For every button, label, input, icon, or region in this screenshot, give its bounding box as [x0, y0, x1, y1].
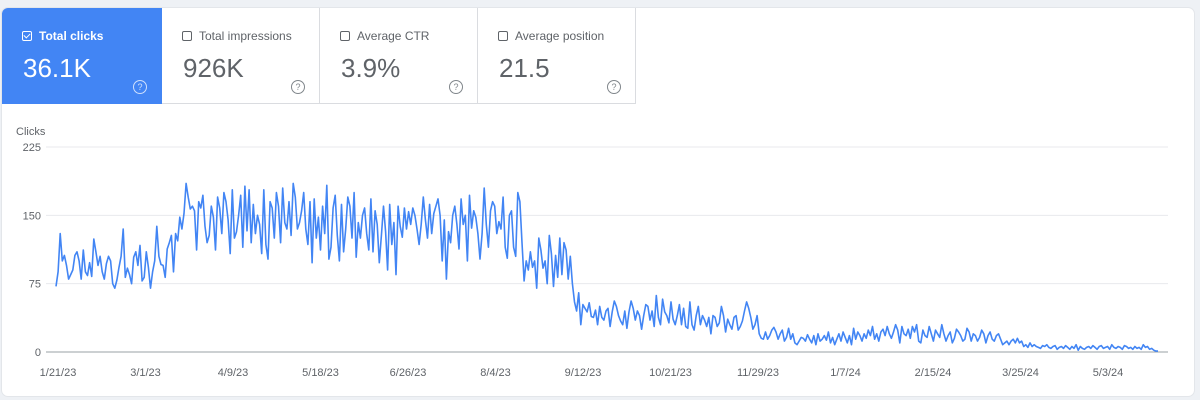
- checkbox-icon[interactable]: [498, 31, 508, 41]
- metric-value: 926K: [183, 53, 244, 83]
- metric-value: 21.5: [499, 53, 550, 83]
- metric-label: Average position: [515, 29, 605, 43]
- metric-average-position[interactable]: Average position 21.5 ?: [478, 8, 636, 104]
- y-tick-label: 225: [23, 142, 41, 154]
- metric-label: Total clicks: [39, 29, 104, 43]
- metric-total-clicks[interactable]: Total clicks 36.1K ?: [2, 8, 162, 104]
- metric-header: Average CTR: [340, 29, 429, 43]
- x-tick-label: 2/15/24: [915, 367, 952, 379]
- checkbox-icon[interactable]: [340, 31, 350, 41]
- y-tick-label: 0: [35, 347, 41, 359]
- performance-card: Total clicks 36.1K ? Total impressions 9…: [2, 8, 1194, 396]
- x-tick-label: 3/1/23: [130, 367, 161, 379]
- x-tick-label: 11/29/23: [737, 367, 779, 379]
- x-tick-label: 10/21/23: [649, 367, 692, 379]
- help-icon[interactable]: ?: [291, 80, 305, 94]
- series-line: [55, 182, 1158, 352]
- x-tick-label: 4/9/23: [218, 367, 249, 379]
- metric-total-impressions[interactable]: Total impressions 926K ?: [162, 8, 320, 104]
- y-axis-ticks: 0 75 150 225: [23, 142, 41, 359]
- x-axis-ticks: 1/21/23 3/1/23 4/9/23 5/18/23 6/26/23 8/4/23 9…: [40, 367, 1124, 379]
- help-icon[interactable]: ?: [133, 80, 147, 94]
- x-tick-label: 3/25/24: [1002, 367, 1039, 379]
- checkbox-checked-icon[interactable]: [22, 31, 32, 41]
- x-tick-label: 8/4/23: [480, 367, 511, 379]
- x-tick-label: 1/7/24: [830, 367, 861, 379]
- y-tick-label: 75: [29, 279, 41, 291]
- x-tick-label: 9/12/23: [565, 367, 602, 379]
- y-axis-title: Clicks: [16, 126, 46, 138]
- x-tick-label: 5/18/23: [302, 367, 339, 379]
- x-tick-label: 5/3/24: [1093, 367, 1124, 379]
- metric-header: Total impressions: [182, 29, 292, 43]
- metric-value: 36.1K: [23, 53, 91, 83]
- x-tick-label: 6/26/23: [390, 367, 427, 379]
- x-tick-label: 1/21/23: [40, 367, 77, 379]
- metric-average-ctr[interactable]: Average CTR 3.9% ?: [320, 8, 478, 104]
- checkbox-icon[interactable]: [182, 31, 192, 41]
- metric-label: Total impressions: [199, 29, 292, 43]
- y-tick-label: 150: [23, 210, 41, 222]
- metric-value: 3.9%: [341, 53, 401, 83]
- metric-label: Average CTR: [357, 29, 430, 43]
- metric-header: Average position: [498, 29, 604, 43]
- help-icon[interactable]: ?: [449, 80, 463, 94]
- metric-header: Total clicks: [22, 29, 103, 43]
- grid-lines: [46, 146, 1168, 353]
- help-icon[interactable]: ?: [607, 80, 621, 94]
